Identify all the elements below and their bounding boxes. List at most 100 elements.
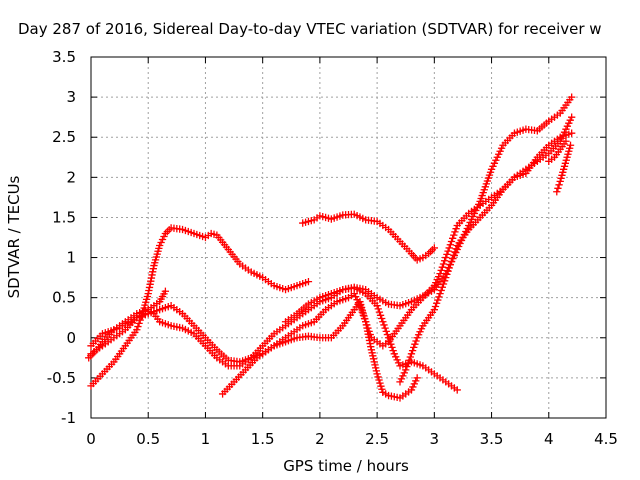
data-point <box>412 337 420 345</box>
data-point <box>184 327 192 335</box>
data-point <box>319 212 327 221</box>
data-point <box>161 320 170 328</box>
x-tick-label: 2.5 <box>365 430 389 448</box>
data-point <box>439 280 448 288</box>
data-point <box>469 212 477 221</box>
data-point <box>110 326 118 334</box>
data-point <box>440 277 449 285</box>
x-tick-label: 4.5 <box>594 430 618 448</box>
data-point <box>304 217 313 226</box>
data-point <box>404 359 412 368</box>
data-point <box>353 211 361 220</box>
data-point <box>158 305 167 313</box>
data-point <box>153 307 161 315</box>
data-point <box>161 287 170 295</box>
data-point <box>519 126 527 134</box>
data-point <box>366 330 374 339</box>
x-tick-labels: 0 0.5 1 1.5 2 2.5 3 3.5 4 4.5 <box>86 430 618 448</box>
data-point <box>363 321 371 329</box>
data-point <box>438 263 446 271</box>
data-point <box>281 285 290 294</box>
data-point <box>406 353 414 361</box>
data-point <box>374 373 382 381</box>
data-point <box>299 279 307 288</box>
data-point <box>432 299 441 307</box>
data-point <box>566 144 574 152</box>
data-point <box>486 168 495 176</box>
data-point <box>566 116 574 124</box>
data-point <box>411 340 419 348</box>
data-point <box>382 327 390 336</box>
plot-frame <box>90 56 607 419</box>
data-point <box>416 328 424 336</box>
y-tick-label: -0.5 <box>47 369 76 387</box>
data-point <box>142 295 151 304</box>
data-point <box>562 156 570 164</box>
data-point <box>381 324 389 332</box>
data-point <box>402 300 410 308</box>
data-point <box>475 200 483 209</box>
data-point <box>152 253 161 261</box>
data-point <box>408 346 417 355</box>
data-point <box>135 319 143 327</box>
data-point <box>244 355 253 363</box>
data-point <box>476 197 484 206</box>
data-point <box>478 191 486 200</box>
data-point <box>350 210 358 218</box>
data-point <box>307 217 315 225</box>
data-point <box>98 330 107 338</box>
data-point <box>333 288 341 296</box>
data-point <box>336 286 344 295</box>
data-point <box>446 241 455 249</box>
data-point <box>553 188 561 196</box>
x-tick-label: 1.5 <box>251 430 275 448</box>
data-point <box>392 353 400 361</box>
data-point <box>390 350 398 358</box>
data-point <box>364 324 372 332</box>
data-point <box>495 150 503 158</box>
data-point <box>409 383 417 391</box>
data-point <box>374 305 382 313</box>
data-point <box>341 295 350 303</box>
data-point <box>388 343 396 352</box>
y-tick-label: 3 <box>66 88 76 106</box>
data-point <box>324 214 333 222</box>
data-point <box>434 296 442 304</box>
y-tick-labels: -1 -0.5 0 0.5 1 1.5 2 2.5 3 3.5 <box>47 48 76 427</box>
data-point <box>410 359 418 367</box>
data-point <box>124 318 132 327</box>
data-point <box>196 231 204 240</box>
data-point <box>287 283 295 292</box>
data-point <box>356 302 364 310</box>
data-point <box>299 219 307 227</box>
data-point <box>484 174 493 182</box>
data-point <box>287 336 295 344</box>
data-point <box>561 159 570 167</box>
data-point <box>566 141 575 149</box>
data-point <box>564 150 572 158</box>
data-point <box>413 295 421 303</box>
data-point <box>333 213 341 221</box>
data-point <box>442 273 450 282</box>
data-point <box>430 306 438 314</box>
data-point <box>453 386 461 394</box>
y-tick-label: 0.5 <box>52 289 76 307</box>
data-point <box>565 130 573 138</box>
data-point <box>568 129 576 137</box>
data-point <box>378 314 386 323</box>
data-point <box>193 230 201 239</box>
data-point <box>410 380 418 388</box>
data-point <box>416 255 424 263</box>
data-point <box>296 280 304 289</box>
data-point <box>333 298 341 306</box>
data-point <box>241 356 250 364</box>
data-point <box>369 355 378 363</box>
data-point <box>158 319 167 327</box>
data-point <box>413 360 421 368</box>
data-point <box>450 251 458 259</box>
data-point <box>492 156 500 164</box>
data-point <box>304 320 313 328</box>
data-point <box>510 129 519 137</box>
data-point <box>483 177 492 185</box>
data-point <box>447 237 456 246</box>
